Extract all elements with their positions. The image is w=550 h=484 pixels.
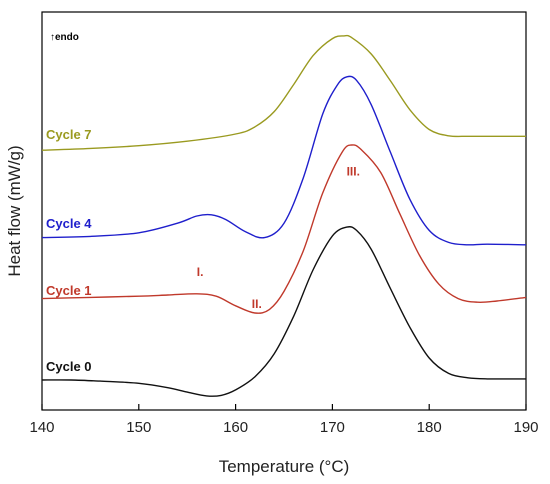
plot-frame <box>41 11 527 411</box>
annotation-label: II. <box>252 297 262 311</box>
x-tick-label: 170 <box>320 419 345 436</box>
series-line-cycle-4 <box>41 75 527 246</box>
x-tick-label: 150 <box>126 419 151 436</box>
series-layer <box>41 34 527 397</box>
x-tick-label: 140 <box>29 419 54 436</box>
annotations: I. II. III. <box>197 164 360 310</box>
series-line-cycle-7 <box>41 34 526 151</box>
series-line-cycle-1 <box>41 144 527 314</box>
series-label-cycle-7: Cycle 7 <box>46 127 92 142</box>
annotation-label: I. <box>197 265 204 279</box>
y-axis-title: Heat flow (mW/g) <box>5 145 24 276</box>
series-label-cycle-4: Cycle 4 <box>46 216 92 231</box>
series-line-cycle-0 <box>41 226 527 397</box>
series-labels: Cycle 7 Cycle 4 Cycle 1 Cycle 0 <box>46 127 92 374</box>
endo-label: ↑endo <box>50 32 79 43</box>
x-tick-label: 190 <box>513 419 538 436</box>
x-tick-label: 160 <box>223 419 248 436</box>
series-label-cycle-1: Cycle 1 <box>46 283 92 298</box>
x-axis-title: Temperature (°C) <box>219 457 350 476</box>
x-ticks: 140 150 160 170 180 190 <box>29 404 539 436</box>
annotation-label: III. <box>347 164 360 178</box>
series-label-cycle-0: Cycle 0 <box>46 359 92 374</box>
x-tick-label: 180 <box>417 419 442 436</box>
